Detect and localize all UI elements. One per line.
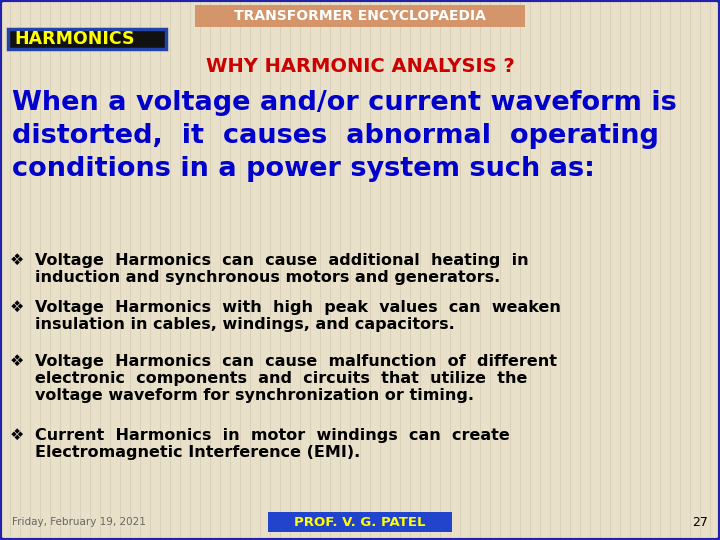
Text: TRANSFORMER ENCYCLOPAEDIA: TRANSFORMER ENCYCLOPAEDIA — [234, 9, 486, 23]
Text: induction and synchronous motors and generators.: induction and synchronous motors and gen… — [35, 270, 500, 285]
Text: ❖: ❖ — [10, 428, 24, 443]
Text: Friday, February 19, 2021: Friday, February 19, 2021 — [12, 517, 146, 527]
Text: insulation in cables, windings, and capacitors.: insulation in cables, windings, and capa… — [35, 317, 455, 332]
FancyBboxPatch shape — [268, 512, 452, 532]
Text: ❖: ❖ — [10, 354, 24, 369]
Text: Electromagnetic Interference (EMI).: Electromagnetic Interference (EMI). — [35, 445, 360, 460]
Text: Voltage  Harmonics  with  high  peak  values  can  weaken: Voltage Harmonics with high peak values … — [35, 300, 561, 315]
FancyBboxPatch shape — [8, 29, 166, 49]
Text: PROF. V. G. PATEL: PROF. V. G. PATEL — [294, 516, 426, 529]
Text: electronic  components  and  circuits  that  utilize  the: electronic components and circuits that … — [35, 371, 527, 386]
Text: Voltage  Harmonics  can  cause  additional  heating  in: Voltage Harmonics can cause additional h… — [35, 253, 528, 268]
Text: Current  Harmonics  in  motor  windings  can  create: Current Harmonics in motor windings can … — [35, 428, 510, 443]
Text: conditions in a power system such as:: conditions in a power system such as: — [12, 156, 595, 182]
Text: distorted,  it  causes  abnormal  operating: distorted, it causes abnormal operating — [12, 123, 659, 149]
Text: ❖: ❖ — [10, 253, 24, 268]
Text: Voltage  Harmonics  can  cause  malfunction  of  different: Voltage Harmonics can cause malfunction … — [35, 354, 557, 369]
Text: voltage waveform for synchronization or timing.: voltage waveform for synchronization or … — [35, 388, 474, 403]
Text: WHY HARMONIC ANALYSIS ?: WHY HARMONIC ANALYSIS ? — [206, 57, 514, 76]
Text: ❖: ❖ — [10, 300, 24, 315]
Text: 27: 27 — [692, 516, 708, 529]
FancyBboxPatch shape — [195, 5, 525, 27]
Text: HARMONICS: HARMONICS — [14, 30, 135, 48]
Text: When a voltage and/or current waveform is: When a voltage and/or current waveform i… — [12, 90, 677, 116]
